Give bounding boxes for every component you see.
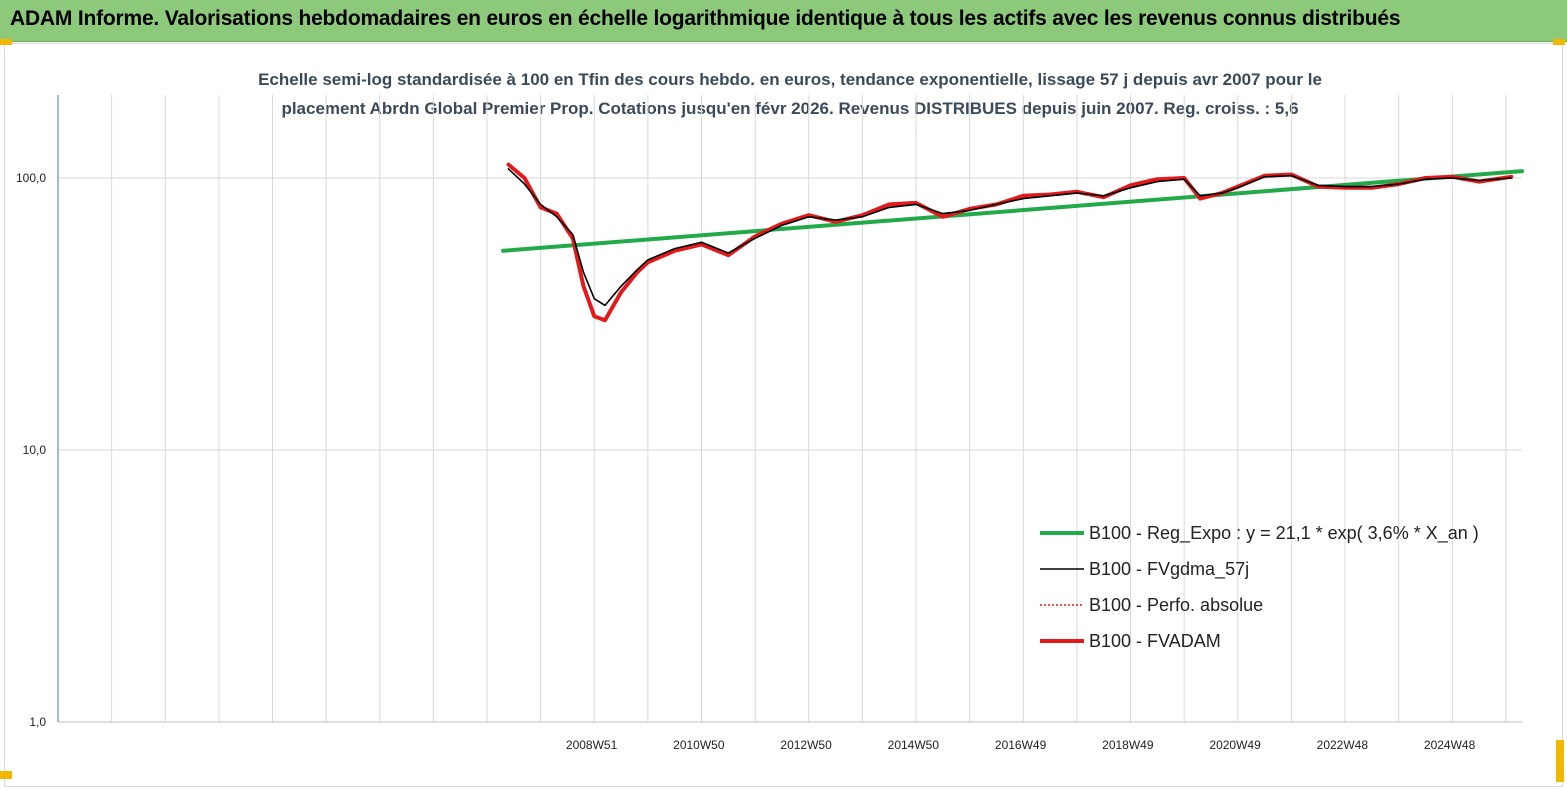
- title-banner: ADAM Informe. Valorisations hebdomadaire…: [0, 0, 1567, 42]
- chart-frame: [4, 43, 1563, 787]
- legend-label: B100 - FVADAM: [1089, 631, 1221, 651]
- y-tick-label: 100,0: [16, 171, 46, 185]
- x-tick-label: 2024W48: [1424, 738, 1476, 752]
- corner-mark-top-right: [1553, 39, 1565, 45]
- x-tick-label: 2012W50: [780, 738, 832, 752]
- x-tick-label: 2022W48: [1317, 738, 1369, 752]
- corner-mark-bottom-left: [0, 771, 12, 779]
- x-tick-label: 2020W49: [1209, 738, 1261, 752]
- corner-mark-top-left: [0, 39, 12, 45]
- y-tick-label: 1,0: [29, 715, 46, 729]
- page-title: ADAM Informe. Valorisations hebdomadaire…: [10, 7, 1401, 30]
- chart-title-line-1: Echelle semi-log standardisée à 100 en T…: [258, 70, 1322, 89]
- corner-mark-bottom-right: [1556, 740, 1564, 782]
- legend-label: B100 - FVgdma_57j: [1089, 559, 1249, 580]
- series-line-1: [501, 169, 1524, 253]
- series-line-2: [507, 168, 1513, 307]
- y-tick-label: 10,0: [23, 443, 47, 457]
- x-tick-label: 2016W49: [995, 738, 1047, 752]
- x-tick-label: 2010W50: [673, 738, 725, 752]
- x-tick-label: 2018W49: [1102, 738, 1154, 752]
- legend-label: B100 - Reg_Expo : y = 21,1 * exp( 3,6% *…: [1089, 523, 1479, 544]
- x-tick-label: 2008W51: [566, 738, 618, 752]
- legend-label: B100 - Perfo. absolue: [1089, 595, 1263, 615]
- series-line-4: [506, 162, 1514, 323]
- chart-title-line-2: placement Abrdn Global Premier Prop. Cot…: [281, 99, 1299, 118]
- x-tick-label: 2014W50: [888, 738, 940, 752]
